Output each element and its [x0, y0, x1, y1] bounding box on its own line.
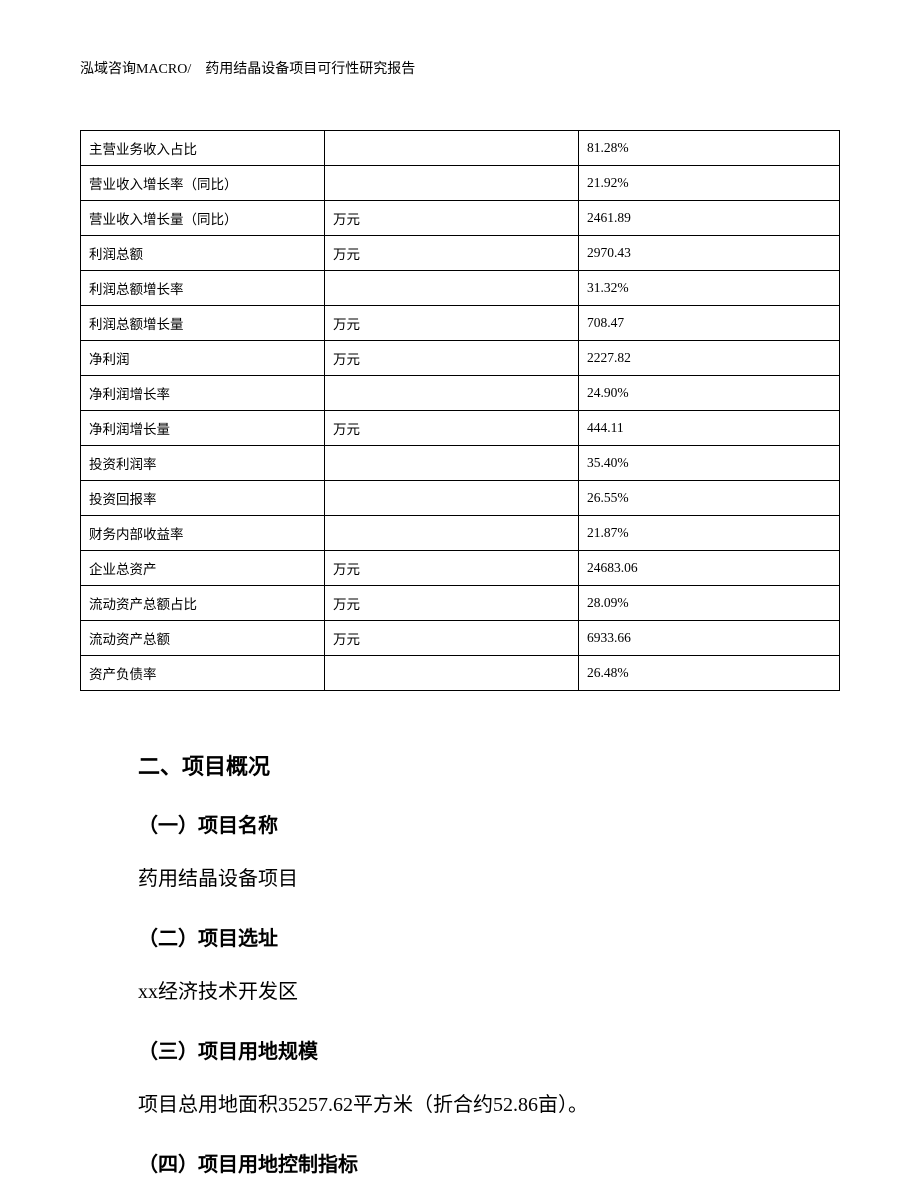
cell-value: 6933.66	[579, 621, 840, 656]
cell-value: 24683.06	[579, 551, 840, 586]
subsection-body-2: xx经济技术开发区	[138, 977, 782, 1007]
cell-label: 投资利润率	[81, 446, 325, 481]
table-row: 投资利润率 35.40%	[81, 446, 840, 481]
cell-value: 26.48%	[579, 656, 840, 691]
cell-value: 708.47	[579, 306, 840, 341]
cell-unit: 万元	[325, 236, 579, 271]
cell-unit	[325, 446, 579, 481]
cell-unit	[325, 656, 579, 691]
subsection-heading-2: （二）项目选址	[138, 922, 782, 951]
cell-label: 企业总资产	[81, 551, 325, 586]
cell-label: 利润总额增长量	[81, 306, 325, 341]
table-row: 投资回报率 26.55%	[81, 481, 840, 516]
financial-table: 主营业务收入占比81.28%营业收入增长率（同比）21.92%营业收入增长量（同…	[80, 130, 840, 691]
cell-unit	[325, 516, 579, 551]
cell-value: 28.09%	[579, 586, 840, 621]
table-row: 主营业务收入占比 81.28%	[81, 131, 840, 166]
table-row: 利润总额增长率 31.32%	[81, 271, 840, 306]
cell-unit: 万元	[325, 411, 579, 446]
cell-unit	[325, 481, 579, 516]
cell-value: 2970.43	[579, 236, 840, 271]
cell-unit	[325, 131, 579, 166]
table-row: 资产负债率 26.48%	[81, 656, 840, 691]
document-page: 泓域咨询MACRO/ 药用结晶设备项目可行性研究报告 主营业务收入占比 81.28…	[0, 0, 920, 1191]
cell-unit: 万元	[325, 306, 579, 341]
cell-value: 31.32%	[579, 271, 840, 306]
cell-value: 2227.82	[579, 341, 840, 376]
cell-value: 26.55%	[579, 481, 840, 516]
cell-label: 净利润增长率	[81, 376, 325, 411]
cell-label: 主营业务收入占比	[81, 131, 325, 166]
cell-label: 营业收入增长率（同比）	[81, 166, 325, 201]
table-row: 净利润增长率 24.90%	[81, 376, 840, 411]
subsection-heading-1: （一）项目名称	[138, 809, 782, 838]
cell-label: 投资回报率	[81, 481, 325, 516]
cell-value: 81.28%	[579, 131, 840, 166]
cell-label: 净利润	[81, 341, 325, 376]
cell-value: 444.11	[579, 411, 840, 446]
cell-unit	[325, 271, 579, 306]
cell-label: 财务内部收益率	[81, 516, 325, 551]
subsection-heading-4: （四）项目用地控制指标	[138, 1148, 782, 1177]
header-right: 药用结晶设备项目可行性研究报告	[205, 62, 415, 77]
table-row: 利润总额万元2970.43	[81, 236, 840, 271]
cell-value: 21.92%	[579, 166, 840, 201]
subsection-body-1: 药用结晶设备项目	[138, 864, 782, 894]
table-row: 净利润万元2227.82	[81, 341, 840, 376]
cell-unit	[325, 376, 579, 411]
cell-value: 2461.89	[579, 201, 840, 236]
header-left: 泓域咨询MACRO/	[80, 62, 191, 77]
table-row: 企业总资产万元24683.06	[81, 551, 840, 586]
cell-unit: 万元	[325, 586, 579, 621]
cell-label: 净利润增长量	[81, 411, 325, 446]
table-row: 流动资产总额占比万元28.09%	[81, 586, 840, 621]
table-row: 净利润增长量万元444.11	[81, 411, 840, 446]
cell-label: 利润总额增长率	[81, 271, 325, 306]
table-row: 营业收入增长量（同比）万元2461.89	[81, 201, 840, 236]
page-header: 泓域咨询MACRO/ 药用结晶设备项目可行性研究报告	[80, 58, 840, 78]
cell-value: 21.87%	[579, 516, 840, 551]
cell-unit: 万元	[325, 201, 579, 236]
cell-label: 利润总额	[81, 236, 325, 271]
cell-unit: 万元	[325, 621, 579, 656]
cell-label: 流动资产总额	[81, 621, 325, 656]
table-body: 主营业务收入占比81.28%营业收入增长率（同比）21.92%营业收入增长量（同…	[81, 131, 840, 691]
cell-label: 资产负债率	[81, 656, 325, 691]
cell-value: 24.90%	[579, 376, 840, 411]
section-title: 二、项目概况	[138, 749, 782, 781]
table-row: 财务内部收益率 21.87%	[81, 516, 840, 551]
cell-unit	[325, 166, 579, 201]
cell-label: 流动资产总额占比	[81, 586, 325, 621]
table-row: 营业收入增长率（同比） 21.92%	[81, 166, 840, 201]
cell-unit: 万元	[325, 551, 579, 586]
subsection-body-3: 项目总用地面积35257.62平方米（折合约52.86亩）。	[138, 1090, 782, 1120]
cell-unit: 万元	[325, 341, 579, 376]
table-row: 利润总额增长量万元708.47	[81, 306, 840, 341]
cell-label: 营业收入增长量（同比）	[81, 201, 325, 236]
subsection-heading-3: （三）项目用地规模	[138, 1035, 782, 1064]
cell-value: 35.40%	[579, 446, 840, 481]
document-body: 二、项目概况 （一）项目名称 药用结晶设备项目 （二）项目选址 xx经济技术开发…	[80, 749, 840, 1177]
table-row: 流动资产总额万元6933.66	[81, 621, 840, 656]
